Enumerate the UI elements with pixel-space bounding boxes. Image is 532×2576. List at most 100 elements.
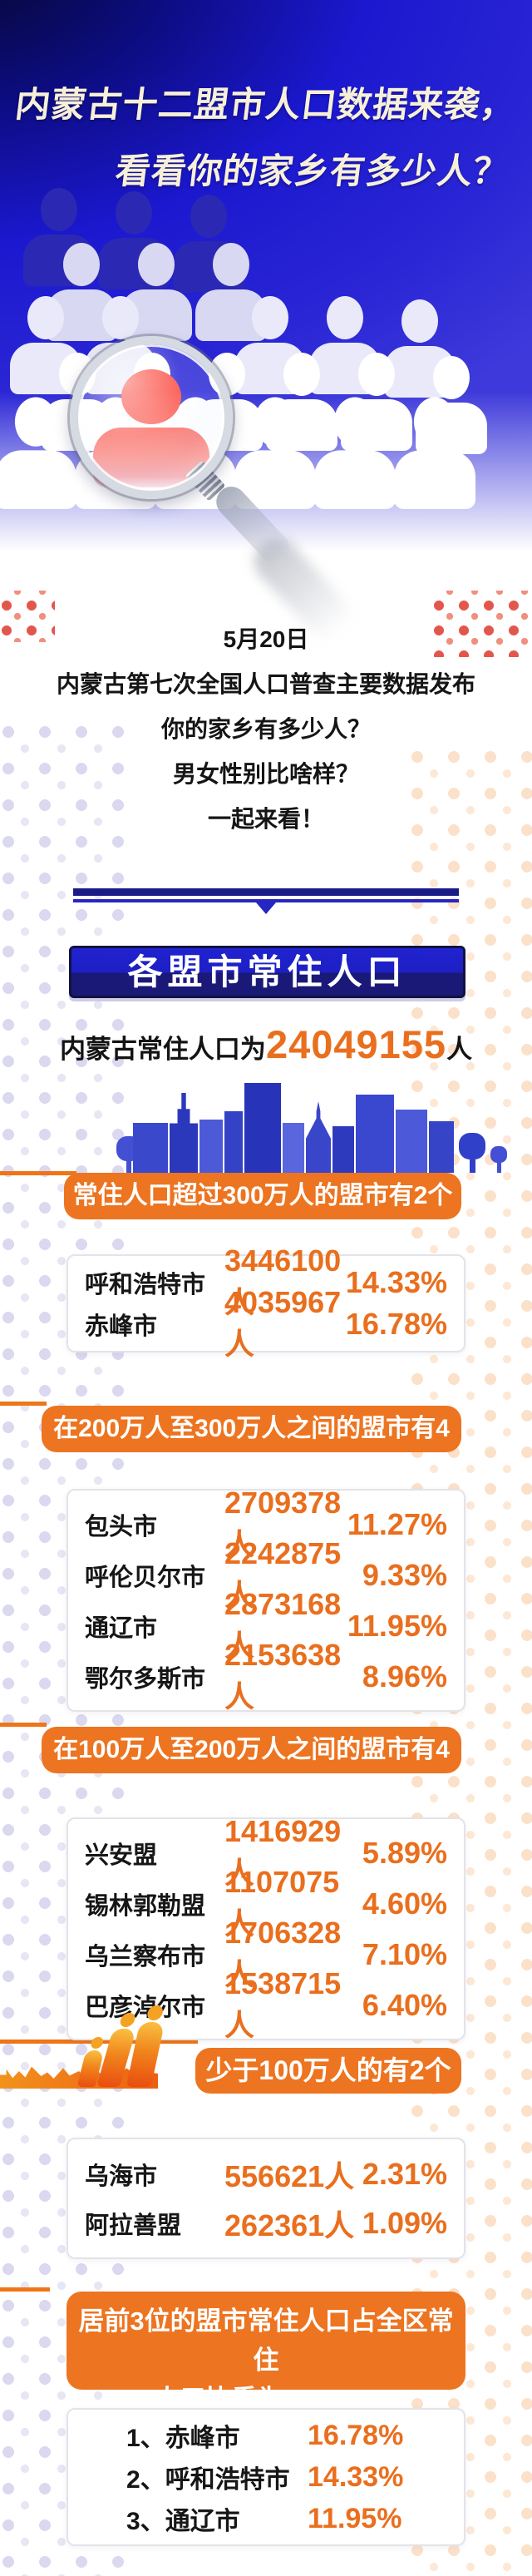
top3-banner-line1: 居前3位的盟市常住人口占全区常住: [78, 2307, 454, 2375]
city-name: 乌海市: [85, 2163, 158, 2190]
population-percent: 4.60%: [362, 1886, 447, 1921]
table-row: 阿拉善盟 262361人 1.09%: [68, 2198, 464, 2247]
total-suffix: 人: [446, 1035, 473, 1064]
table-row: 2、呼和浩特市 14.33%: [68, 2456, 464, 2498]
population-percent: 14.33%: [345, 1265, 447, 1299]
hero-section: 内蒙古十二盟市人口数据来袭， 看看你的家乡有多少人？: [0, 0, 532, 661]
person-icon: [195, 243, 267, 341]
building-icon: [133, 1123, 168, 1173]
building-icon: [429, 1121, 454, 1173]
population-value: 1107075人: [224, 1864, 340, 1941]
building-icon: [224, 1111, 243, 1173]
city-name: 赤峰市: [165, 2425, 240, 2452]
table-row: 乌兰察布市 1706328人 7.10%: [68, 1916, 464, 1991]
population-percent: 16.78%: [308, 2419, 404, 2451]
population-value: 3446100人: [224, 1244, 342, 1319]
population-card: 包头市 2709378人 11.27% 呼伦贝尔市 2242875人 9.33%…: [66, 1486, 466, 1713]
population-value: 262361人: [224, 2208, 355, 2242]
tree-icon: [490, 1146, 507, 1173]
group-banner-under-1m: 少于100万人的有2个: [195, 2048, 461, 2094]
rank-label: 1、: [126, 2425, 165, 2452]
city-name: 兴安盟: [85, 1842, 158, 1869]
population-percent: 14.33%: [308, 2460, 404, 2493]
population-card: 呼和浩特市 3446100人 14.33% 赤峰市 4035967人 16.78…: [66, 1244, 466, 1361]
city-name: 乌兰察布市: [85, 1943, 206, 1970]
city-name: 呼伦贝尔市: [85, 1564, 206, 1591]
population-value: 1538715人: [224, 1965, 342, 2042]
city-name: 呼和浩特市: [85, 1272, 206, 1298]
population-card: 乌海市 556621人 2.31% 阿拉善盟 262361人 1.09%: [66, 2138, 466, 2259]
table-row: 锡林郭勒盟 1107075人 4.60%: [68, 1865, 464, 1941]
intro-line-cta: 一起来看！: [207, 806, 324, 832]
table-row: 包头市 2709378人 11.27%: [68, 1486, 464, 1561]
total-prefix: 内蒙古常住人口为: [59, 1035, 266, 1064]
rank-and-city: 1、赤峰市: [126, 2417, 308, 2454]
population-percent: 7.10%: [362, 1936, 447, 1971]
population-percent: 11.95%: [347, 1608, 447, 1643]
intro-line-release: 内蒙古第七次全国人口普查主要数据发布: [56, 671, 475, 697]
group-banner-over-3m: 常住人口超过300万人的盟市有2个: [64, 1173, 461, 1219]
population-value: 2153638人: [224, 1637, 342, 1713]
rank-label: 3、: [126, 2508, 165, 2535]
table-row: 3、通辽市 11.95%: [68, 2498, 464, 2539]
top3-banner: 居前3位的盟市常住人口占全区常住 人口比重为43.06 %: [66, 2292, 466, 2414]
city-name: 赤峰市: [85, 1313, 158, 1340]
population-value: 556621人: [224, 2158, 355, 2193]
population-percent: 6.40%: [362, 1987, 447, 2022]
intro-section: 5月20日 内蒙古第七次全国人口普查主要数据发布 你的家乡有多少人？ 男女性别比…: [0, 625, 532, 850]
table-row: 巴彦淖尔市 1538715人 6.40%: [68, 1966, 464, 2042]
building-icon: [356, 1095, 394, 1173]
building-icon: [170, 1093, 198, 1173]
population-percent: 16.78%: [345, 1307, 447, 1341]
population-percent: 5.89%: [362, 1835, 447, 1870]
table-row: 赤峰市 4035967人 16.78%: [68, 1285, 464, 1361]
intro-line-question1: 你的家乡有多少人？: [160, 716, 371, 742]
city-skyline-illustration: [116, 1081, 507, 1173]
table-row: 呼伦贝尔市 2242875人 9.33%: [68, 1536, 464, 1612]
table-row: 1、赤峰市 16.78%: [68, 2415, 464, 2456]
table-row: 鄂尔多斯市 2153638人 8.96%: [68, 1638, 464, 1713]
city-name: 通辽市: [165, 2508, 240, 2535]
tree-icon: [459, 1133, 485, 1173]
intro-line-date: 5月20日: [223, 626, 309, 652]
banner-left-line: [0, 1402, 47, 1406]
total-population-value: 24049155: [265, 1022, 447, 1066]
population-value: 2242875人: [224, 1535, 342, 1612]
section-divider-bar: [73, 888, 459, 896]
city-name: 通辽市: [85, 1614, 158, 1642]
city-name: 巴彦淖尔市: [85, 1994, 206, 2021]
population-card: 兴安盟 1416929人 5.89% 锡林郭勒盟 1107075人 4.60% …: [66, 1813, 466, 2042]
population-percent: 2.31%: [362, 2156, 447, 2191]
population-value: 2709378人: [224, 1485, 342, 1561]
banner-left-line: [0, 1723, 47, 1727]
page-title-line1: 内蒙古十二盟市人口数据来袭，: [12, 85, 519, 124]
population-percent: 8.96%: [362, 1659, 447, 1693]
group-banner-1m-2m: 在100万人至200万人之间的盟市有4个: [42, 1727, 461, 1810]
section-divider-line: [73, 899, 459, 902]
city-name: 阿拉善盟: [85, 2212, 182, 2239]
building-icon: [306, 1101, 331, 1173]
table-row: 呼和浩特市 3446100人 14.33%: [68, 1244, 464, 1319]
population-value: 4035967人: [224, 1285, 342, 1361]
table-row: 乌海市 556621人 2.31%: [68, 2149, 464, 2198]
divider-arrow-down-icon: [256, 902, 276, 914]
population-value: 1706328人: [224, 1915, 342, 1991]
section-title-banner: 各盟市常住人口: [69, 946, 466, 998]
city-name: 锡林郭勒盟: [85, 1892, 206, 1920]
building-icon: [244, 1083, 281, 1173]
population-value: 2873168人: [224, 1586, 342, 1663]
building-icon: [332, 1126, 354, 1173]
intro-line-question2: 男女性别比啥样？: [172, 761, 359, 787]
group-banner-2m-3m: 在200万人至300万人之间的盟市有4个: [42, 1406, 461, 1489]
table-row: 通辽市 2873168人 11.95%: [68, 1587, 464, 1663]
rank-and-city: 3、通辽市: [126, 2500, 308, 2537]
runners-illustration: [0, 2005, 208, 2089]
population-value: 1416929人: [224, 1813, 342, 1890]
magnifier-icon: [70, 336, 233, 499]
city-name: 鄂尔多斯市: [85, 1665, 206, 1693]
rank-label: 2、: [126, 2466, 165, 2494]
top3-card: 1、赤峰市 16.78% 2、呼和浩特市 14.33% 3、通辽市 11.95%: [66, 2408, 466, 2546]
building-icon: [283, 1123, 304, 1173]
city-name: 呼和浩特市: [165, 2466, 290, 2494]
banner-left-line: [0, 2287, 50, 2292]
